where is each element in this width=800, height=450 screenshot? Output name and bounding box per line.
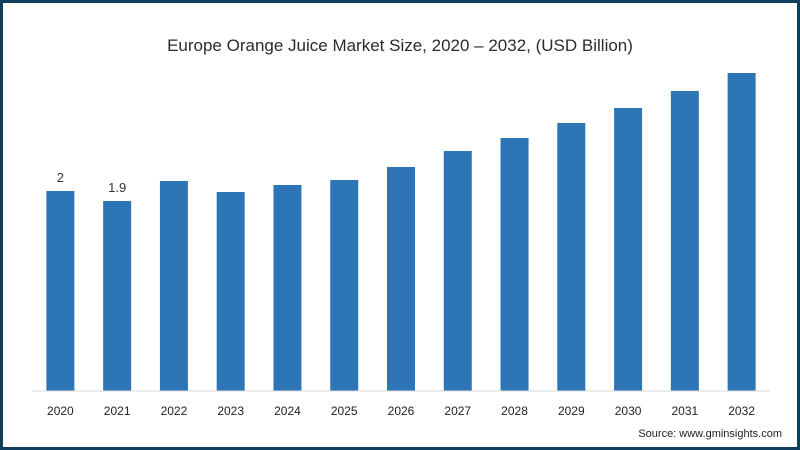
data-labels: 21.9 (57, 170, 126, 195)
bar-2024 (273, 185, 302, 391)
bar-2022 (159, 181, 188, 391)
bar-2026 (387, 167, 415, 391)
bar-2025 (330, 180, 359, 391)
x-tick-label-2027: 2027 (444, 404, 471, 418)
x-tick-labels: 2020 2021 2022 2023 2024 2025 2026 2027 2028 2029… (47, 404, 755, 418)
x-tick-label-2028: 2028 (501, 404, 528, 418)
x-tick-label-2026: 2026 (388, 404, 415, 418)
x-tick-label-2030: 2030 (615, 404, 642, 418)
x-tick-label-2021: 2021 (104, 404, 131, 418)
bar-2020 (46, 191, 75, 391)
bar-group (46, 73, 756, 391)
bar-2031 (670, 91, 699, 391)
x-tick-label-2025: 2025 (331, 404, 358, 418)
x-tick-label-2023: 2023 (217, 404, 244, 418)
data-label-2021: 1.9 (108, 180, 126, 195)
x-tick-label-2024: 2024 (274, 404, 301, 418)
x-tick-label-2031: 2031 (671, 404, 698, 418)
bar-2028 (500, 138, 529, 391)
x-tick-label-2022: 2022 (161, 404, 188, 418)
bar-2029 (557, 123, 586, 391)
bar-2032 (727, 73, 756, 391)
bar-2027 (443, 151, 472, 391)
data-label-2020: 2 (57, 170, 64, 185)
x-tick-label-2020: 2020 (47, 404, 74, 418)
bar-2030 (614, 108, 643, 391)
source-note: Source: www.gminsights.com (638, 428, 782, 440)
x-tick-label-2032: 2032 (728, 404, 755, 418)
bar-2021 (103, 201, 132, 391)
bar-2023 (216, 192, 245, 391)
chart-title: Europe Orange Juice Market Size, 2020 – … (167, 36, 633, 55)
x-tick-label-2029: 2029 (558, 404, 585, 418)
